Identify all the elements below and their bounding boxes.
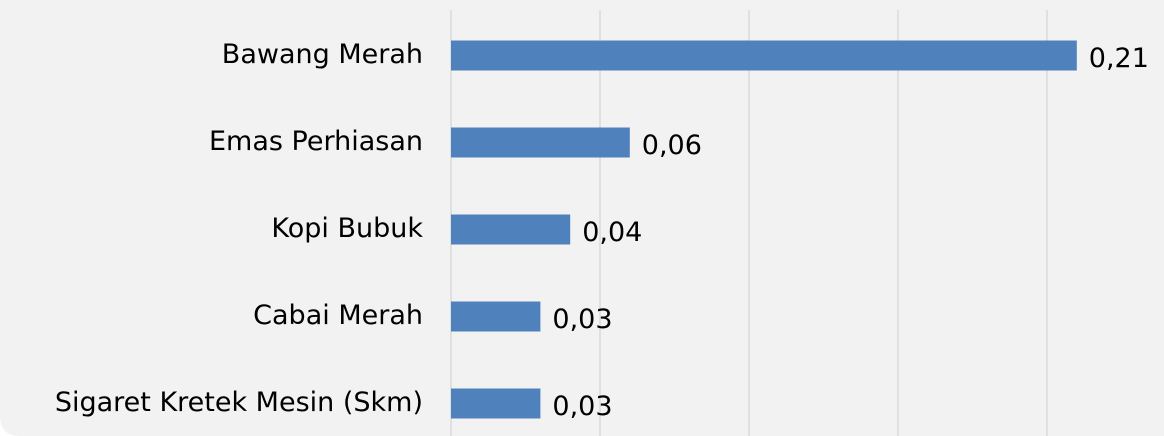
- y-tick-label: Bawang Merah: [222, 39, 423, 70]
- bar: [451, 127, 630, 158]
- y-tick-label: Emas Perhiasan: [209, 126, 423, 157]
- bar: [451, 301, 541, 332]
- y-tick-label: Cabai Merah: [253, 300, 423, 331]
- data-label: 0,04: [582, 217, 642, 248]
- y-tick-label: Kopi Bubuk: [271, 213, 423, 244]
- bar: [451, 40, 1077, 71]
- bar: [451, 388, 541, 419]
- data-label: 0,03: [552, 304, 612, 335]
- bar: [451, 214, 571, 245]
- data-label: 0,06: [642, 130, 702, 161]
- data-label: 0,21: [1089, 43, 1149, 74]
- data-label: 0,03: [552, 391, 612, 422]
- y-tick-label: Sigaret Kretek Mesin (Skm): [55, 387, 423, 418]
